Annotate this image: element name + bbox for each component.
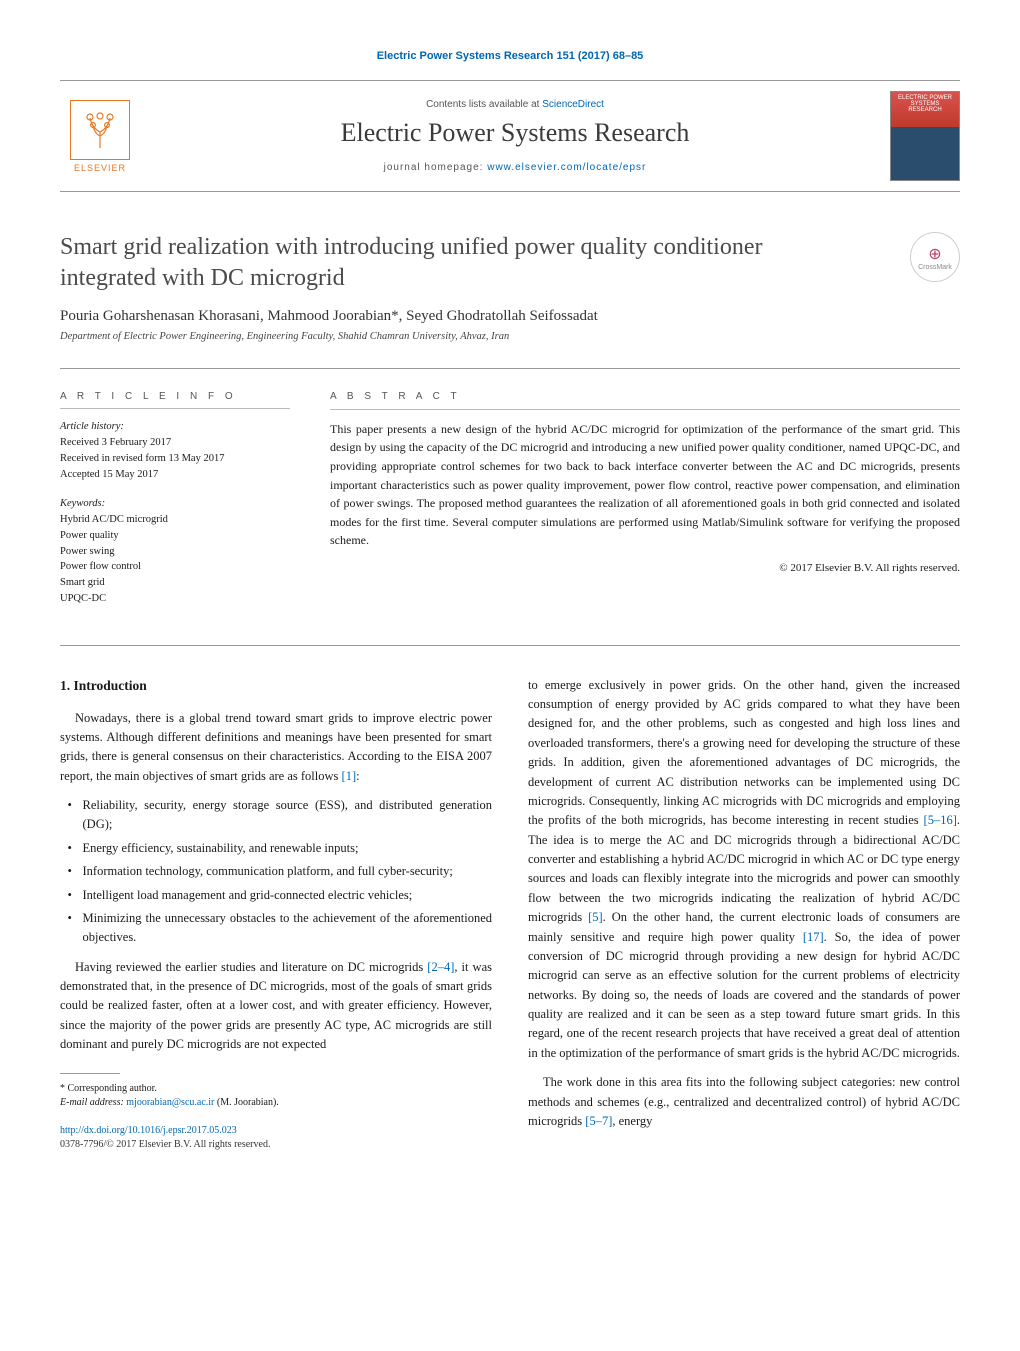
sciencedirect-link[interactable]: ScienceDirect [542, 99, 604, 110]
keyword-item: Power swing [60, 544, 290, 560]
body-column-right: to emerge exclusively in power grids. On… [528, 676, 960, 1152]
homepage-link[interactable]: www.elsevier.com/locate/epsr [487, 162, 646, 173]
keyword-item: Power quality [60, 528, 290, 544]
contents-text: Contents lists available at [426, 99, 542, 110]
issn-copyright: 0378-7796/© 2017 Elsevier B.V. All right… [60, 1138, 492, 1152]
elsevier-tree-icon [70, 100, 130, 160]
contents-line: Contents lists available at ScienceDirec… [160, 99, 870, 110]
crossmark-badge[interactable]: ⊕ CrossMark [910, 232, 960, 282]
ref-link[interactable]: [5] [588, 910, 603, 924]
elsevier-label: ELSEVIER [74, 163, 126, 173]
email-label: E-mail address: [60, 1097, 126, 1108]
intro-p2: Having reviewed the earlier studies and … [60, 958, 492, 1055]
p3a: to emerge exclusively in power grids. On… [528, 678, 960, 828]
crossmark-label: CrossMark [918, 264, 952, 271]
list-item: Information technology, communication pl… [75, 862, 492, 881]
list-item: Energy efficiency, sustainability, and r… [75, 839, 492, 858]
article-history: Article history: Received 3 February 201… [60, 419, 290, 482]
objectives-list: Reliability, security, energy storage so… [60, 796, 492, 948]
body-columns: 1. Introduction Nowadays, there is a glo… [60, 676, 960, 1152]
affiliation: Department of Electric Power Engineering… [60, 331, 960, 342]
p2a: Having reviewed the earlier studies and … [75, 960, 427, 974]
keyword-item: UPQC-DC [60, 591, 290, 607]
intro-p4: The work done in this area fits into the… [528, 1073, 960, 1131]
article-info-column: A R T I C L E I N F O Article history: R… [60, 389, 290, 620]
homepage-label: journal homepage: [384, 162, 488, 173]
ref-link[interactable]: [1] [342, 769, 357, 783]
abstract-column: A B S T R A C T This paper presents a ne… [330, 389, 960, 620]
p1-tail: : [356, 769, 359, 783]
list-item: Reliability, security, energy storage so… [75, 796, 492, 835]
masthead: ELSEVIER Contents lists available at Sci… [60, 80, 960, 192]
p3d: . So, the idea of power conversion of DC… [528, 930, 960, 1060]
intro-p3: to emerge exclusively in power grids. On… [528, 676, 960, 1064]
masthead-center: Contents lists available at ScienceDirec… [140, 99, 890, 173]
history-revised: Received in revised form 13 May 2017 [60, 451, 290, 467]
abstract-text: This paper presents a new design of the … [330, 420, 960, 550]
elsevier-logo[interactable]: ELSEVIER [60, 91, 140, 181]
history-accepted: Accepted 15 May 2017 [60, 467, 290, 483]
ref-link[interactable]: [5–16] [924, 813, 957, 827]
p3b: . The idea is to merge the AC and DC mic… [528, 813, 960, 924]
list-item: Minimizing the unnecessary obstacles to … [75, 909, 492, 948]
keywords-block: Keywords: Hybrid AC/DC microgrid Power q… [60, 496, 290, 606]
doi-block: http://dx.doi.org/10.1016/j.epsr.2017.05… [60, 1124, 492, 1152]
journal-name: Electric Power Systems Research [160, 118, 870, 148]
ref-link[interactable]: [17] [803, 930, 824, 944]
footnote-separator [60, 1073, 120, 1074]
keyword-item: Smart grid [60, 575, 290, 591]
journal-citation-top[interactable]: Electric Power Systems Research 151 (201… [60, 50, 960, 62]
intro-heading: 1. Introduction [60, 676, 492, 697]
corr-email-link[interactable]: mjoorabian@scu.ac.ir [126, 1097, 214, 1108]
email-name: (M. Joorabian). [214, 1097, 278, 1108]
homepage-line: journal homepage: www.elsevier.com/locat… [160, 162, 870, 173]
ref-link[interactable]: [5–7] [585, 1114, 612, 1128]
cover-text: ELECTRIC POWER SYSTEMS RESEARCH [894, 95, 956, 113]
article-title: Smart grid realization with introducing … [60, 232, 840, 294]
keyword-item: Power flow control [60, 559, 290, 575]
body-column-left: 1. Introduction Nowadays, there is a glo… [60, 676, 492, 1152]
p1-text: Nowadays, there is a global trend toward… [60, 711, 492, 783]
ref-link[interactable]: [2–4] [427, 960, 454, 974]
abstract-copyright: © 2017 Elsevier B.V. All rights reserved… [330, 560, 960, 577]
p4b: , energy [612, 1114, 652, 1128]
crossmark-icon: ⊕ [928, 244, 941, 264]
intro-p1: Nowadays, there is a global trend toward… [60, 709, 492, 787]
keyword-item: Hybrid AC/DC microgrid [60, 512, 290, 528]
history-received: Received 3 February 2017 [60, 435, 290, 451]
corr-label: * Corresponding author. [60, 1082, 492, 1096]
corresponding-author-footnote: * Corresponding author. E-mail address: … [60, 1082, 492, 1110]
keywords-label: Keywords: [60, 496, 290, 512]
journal-cover-thumb[interactable]: ELECTRIC POWER SYSTEMS RESEARCH [890, 91, 960, 181]
doi-link[interactable]: http://dx.doi.org/10.1016/j.epsr.2017.05… [60, 1125, 237, 1136]
abstract-header: A B S T R A C T [330, 389, 960, 410]
article-info-header: A R T I C L E I N F O [60, 389, 290, 409]
list-item: Intelligent load management and grid-con… [75, 886, 492, 905]
history-label: Article history: [60, 419, 290, 435]
authors-line: Pouria Goharshenasan Khorasani, Mahmood … [60, 308, 960, 325]
